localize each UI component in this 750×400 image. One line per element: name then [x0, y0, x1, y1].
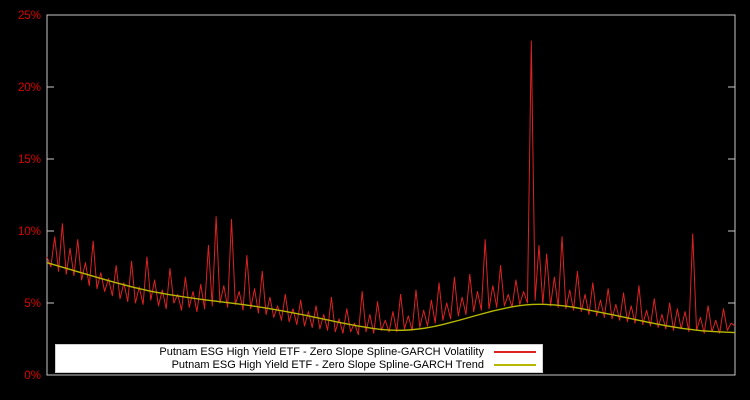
y-tick-label: 25% — [18, 10, 41, 22]
plot-border — [46, 14, 736, 376]
y-tick-label: 0% — [24, 370, 41, 382]
y-tick-label: 5% — [24, 298, 41, 310]
trend-line-sample — [494, 364, 536, 366]
legend: Putnam ESG High Yield ETF - Zero Slope S… — [55, 344, 543, 373]
trend-line — [46, 262, 736, 334]
legend-label-volatility: Putnam ESG High Yield ETF - Zero Slope S… — [159, 345, 484, 358]
y-tick-label: 10% — [18, 226, 41, 238]
legend-label-trend: Putnam ESG High Yield ETF - Zero Slope S… — [171, 358, 484, 371]
legend-row-trend: Putnam ESG High Yield ETF - Zero Slope S… — [62, 359, 536, 372]
legend-row-volatility: Putnam ESG High Yield ETF - Zero Slope S… — [62, 346, 536, 359]
y-tick-label: 20% — [18, 82, 41, 94]
volatility-line-sample — [494, 351, 536, 353]
y-tick-label: 15% — [18, 154, 41, 166]
